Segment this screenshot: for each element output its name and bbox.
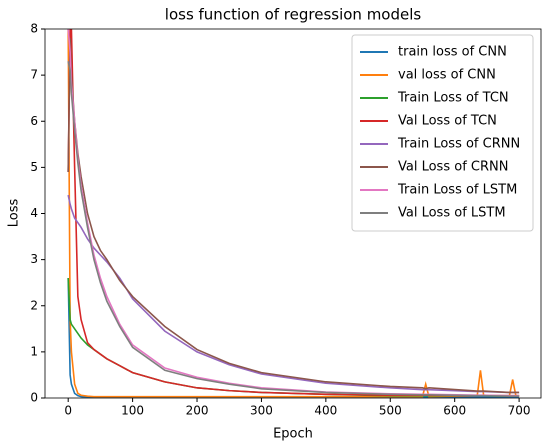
x-tick-label: 700 [508,404,531,418]
x-tick-label: 600 [443,404,466,418]
y-tick-label: 0 [30,391,38,405]
y-axis-label: Loss [7,199,22,228]
plot-area [67,29,520,398]
x-tick-label: 100 [121,404,144,418]
y-tick-label: 1 [30,344,38,358]
legend-label: val loss of CNN [398,68,496,83]
line-series [67,61,520,397]
legend-label: Val Loss of CRNN [398,160,508,175]
x-tick-label: 0 [64,404,72,418]
legend-label: Train Loss of TCN [397,91,509,106]
line-series [67,29,520,398]
y-tick-label: 6 [30,114,38,128]
y-tick-label: 7 [30,68,38,82]
legend-label: Val Loss of LSTM [398,206,506,221]
legend-label: Train Loss of LSTM [397,183,517,198]
x-tick-label: 400 [314,404,337,418]
y-tick-label: 8 [30,22,38,36]
x-axis-label: Epoch [273,427,313,442]
y-tick-label: 2 [30,298,38,312]
x-tick-label: 300 [250,404,273,418]
legend-label: Val Loss of TCN [398,114,497,129]
x-tick-label: 500 [379,404,402,418]
y-tick-label: 4 [30,206,38,220]
legend-label: Train Loss of CRNN [397,137,520,152]
x-tick-label: 200 [186,404,209,418]
y-tick-label: 3 [30,252,38,266]
y-tick-label: 5 [30,160,38,174]
chart-title: loss function of regression models [165,6,422,24]
legend-label: train loss of CNN [398,45,507,60]
legend-box [351,34,534,232]
